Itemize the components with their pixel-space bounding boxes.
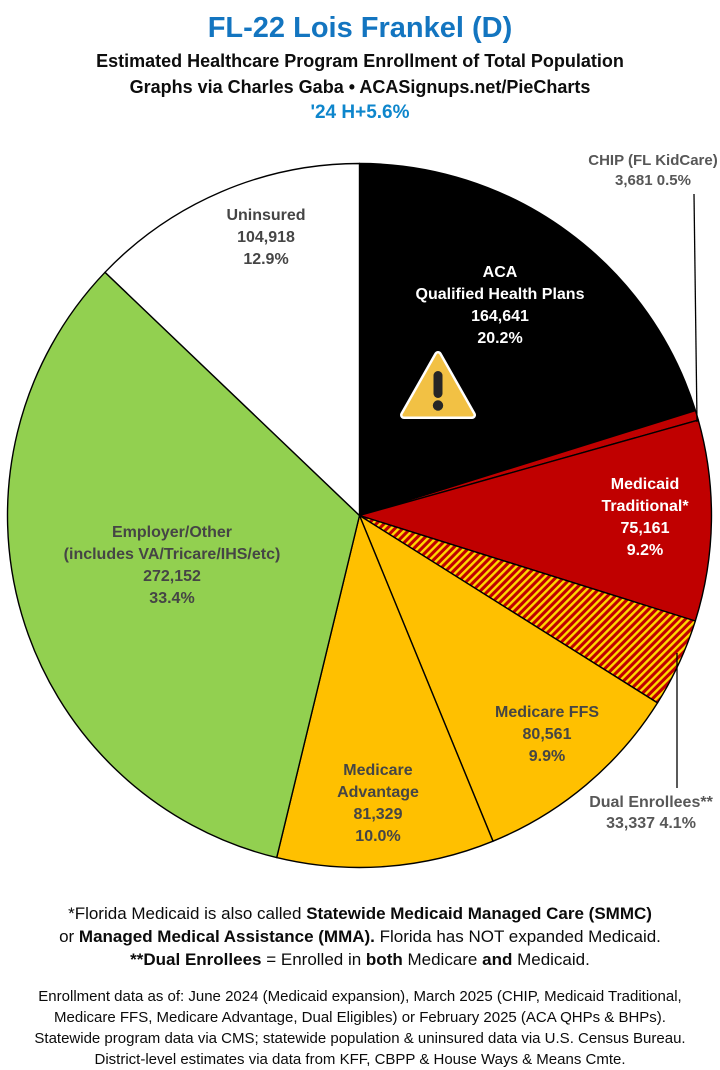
pie-slice-7 [104, 162, 361, 517]
pie-slice-5 [276, 514, 494, 869]
trend-line: '24 H+5.6% [310, 102, 410, 123]
pie-slices-group [6, 162, 713, 869]
pie-slice-0 [358, 162, 697, 517]
pie-chart-svg [6, 162, 713, 869]
pie-slice-2 [358, 419, 713, 622]
page-title: FL-22 Lois Frankel (D) [207, 12, 513, 44]
label-dual-enrollees: Dual Enrollees** 33,337 4.1% [589, 794, 713, 832]
label-medicaid-traditional: Medicaid Traditional* 75,161 9.2% [601, 476, 689, 559]
credit-line: Graphs via Charles Gaba • ACASignups.net… [129, 77, 591, 97]
label-medicare-advantage: Medicare Advantage 81,329 10.0% [337, 762, 419, 845]
warning-triangle-icon [398, 348, 478, 426]
footnote-sources: Enrollment data as of: June 2024 (Medica… [34, 988, 686, 1068]
pie-slice-6 [6, 271, 361, 859]
label-aca-qhp: ACA Qualified Health Plans 164,641 20.2% [415, 264, 585, 347]
chip-leader-line [693, 193, 698, 423]
label-uninsured: Uninsured 104,918 12.9% [226, 207, 306, 268]
label-medicare-ffs: Medicare FFS 80,561 9.9% [494, 704, 600, 765]
footnote-medicaid: *Florida Medicaid is also called Statewi… [59, 904, 661, 969]
pie-slice-4 [358, 514, 659, 842]
page-subtitle: Estimated Healthcare Program Enrollment … [96, 51, 624, 71]
label-chip: CHIP (FL KidCare) 3,681 0.5% [588, 152, 718, 189]
label-employer-other: Employer/Other (includes VA/Tricare/IHS/e… [63, 524, 281, 607]
